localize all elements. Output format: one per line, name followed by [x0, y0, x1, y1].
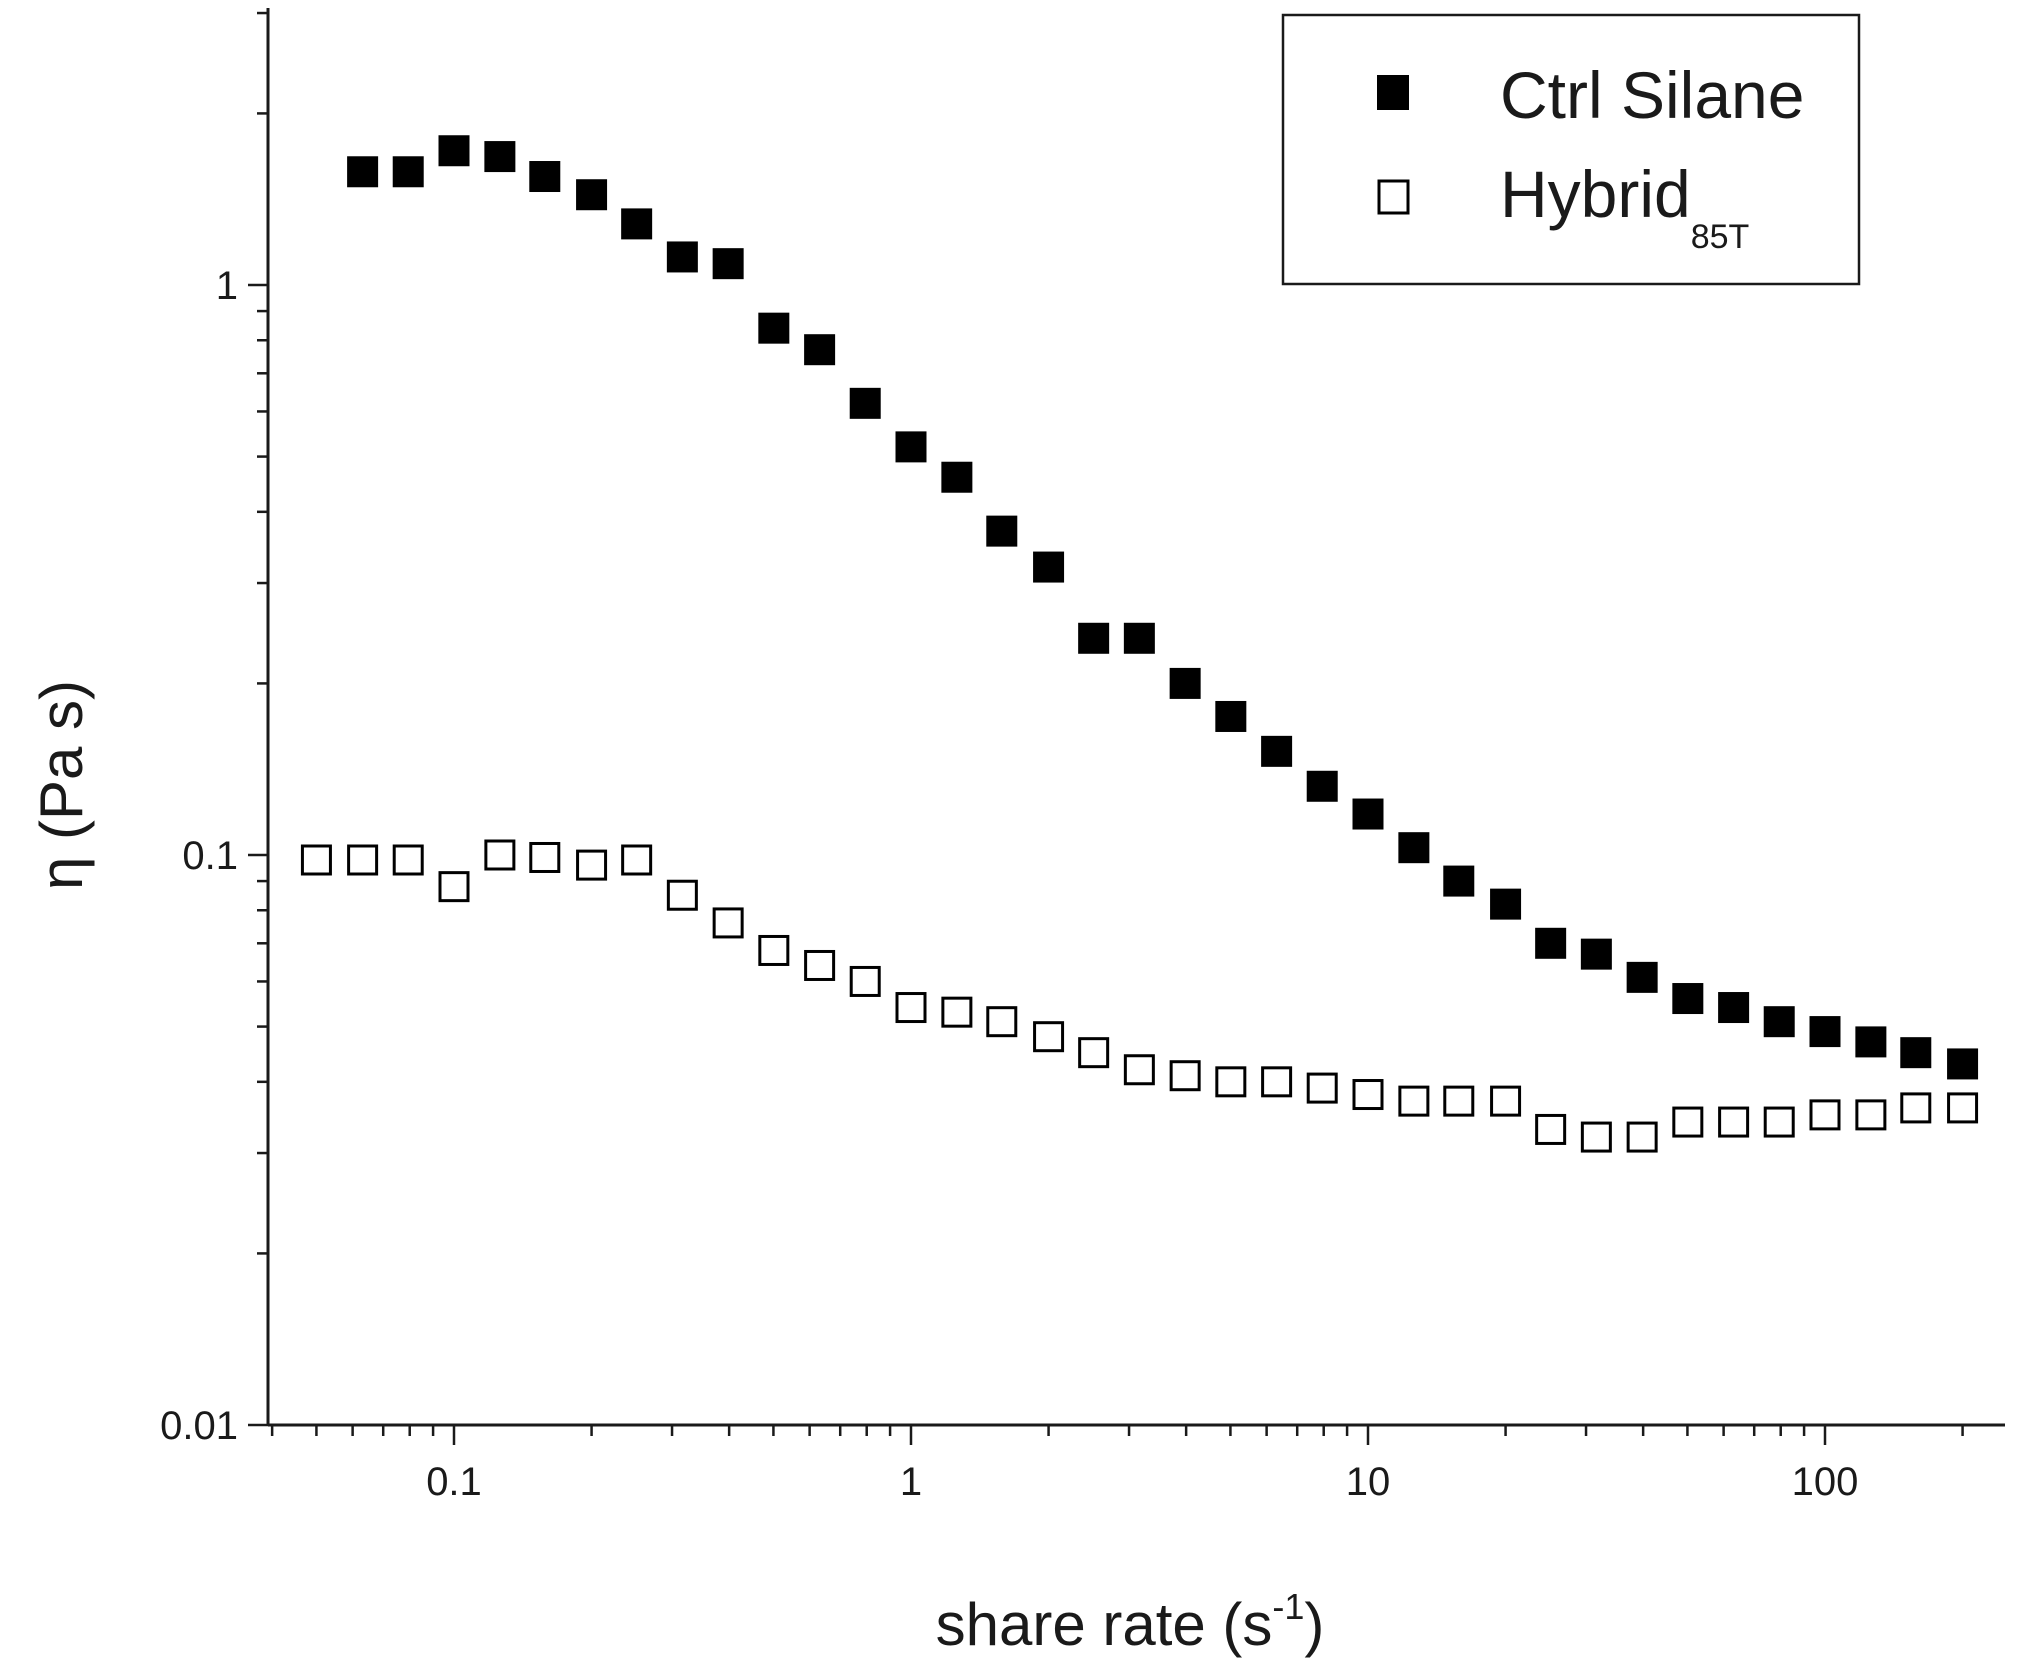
hybrid-85t-point	[621, 844, 653, 876]
ctrl-silane-point	[1123, 622, 1155, 654]
ctrl-silane-point	[347, 156, 379, 188]
legend-marker-hybrid	[1377, 179, 1410, 215]
ctrl-silane-point	[666, 241, 698, 273]
ctrl-silane-point	[804, 334, 836, 366]
ctrl-silane-point	[621, 208, 653, 240]
hybrid-85t-point	[576, 849, 608, 881]
hybrid-85t-point	[1900, 1092, 1932, 1124]
ctrl-silane-point	[758, 312, 790, 344]
hybrid-85t-point	[1352, 1079, 1384, 1111]
hybrid-85t-point	[484, 839, 516, 871]
y-tick-label: 1	[216, 264, 238, 308]
x-tick-label: 0.1	[426, 1460, 482, 1504]
hybrid-85t-point	[300, 844, 332, 876]
hybrid-85t-point	[1490, 1085, 1522, 1117]
x-tick-label: 100	[1792, 1460, 1859, 1504]
ctrl-silane-point	[1535, 927, 1567, 959]
hybrid-85t-point	[986, 1006, 1018, 1038]
hybrid-85t-point	[1855, 1099, 1887, 1131]
hybrid-85t-point	[1535, 1113, 1567, 1145]
ctrl-silane-point	[438, 135, 470, 167]
x-tick-label: 10	[1346, 1460, 1391, 1504]
ctrl-silane-point	[1078, 622, 1110, 654]
ctrl-silane-point	[849, 387, 881, 419]
hybrid-85t-point	[895, 992, 927, 1024]
ctrl-silane-point	[1947, 1048, 1979, 1080]
hybrid-85t-point	[1626, 1121, 1658, 1153]
ctrl-silane-point	[576, 179, 608, 211]
hybrid-85t-point	[1672, 1106, 1704, 1138]
ctrl-silane-point	[1580, 938, 1612, 970]
hybrid-85t-point	[438, 871, 470, 903]
ctrl-silane-point	[712, 248, 744, 280]
ctrl-silane-point	[1763, 1006, 1795, 1038]
hybrid-85t-point	[1261, 1066, 1293, 1098]
hybrid-85t-point	[1169, 1060, 1201, 1092]
y-tick-label: 0.01	[160, 1404, 238, 1448]
hybrid-85t-point	[1078, 1037, 1110, 1069]
ctrl-silane-point	[1261, 735, 1293, 767]
x-ticks: 0.1 1 10 100	[270, 1425, 1964, 1504]
hybrid-85t-point	[758, 934, 790, 966]
ctrl-silane-point	[1855, 1026, 1887, 1058]
ctrl-silane-point	[1398, 832, 1430, 864]
hybrid-85t-point	[1033, 1021, 1065, 1053]
hybrid-85t-point	[1947, 1092, 1979, 1124]
hybrid-85t-point	[1123, 1054, 1155, 1086]
ctrl-silane-point	[1809, 1016, 1841, 1048]
ctrl-silane-point	[1215, 700, 1247, 732]
hybrid-85t-point	[1398, 1085, 1430, 1117]
hybrid-85t-point	[392, 844, 424, 876]
hybrid-85t-point	[1718, 1106, 1750, 1138]
hybrid-85t-point	[347, 844, 379, 876]
hybrid-85t-point	[941, 996, 973, 1028]
hybrid-85t-point	[1215, 1066, 1247, 1098]
hybrid-85t-point	[1580, 1121, 1612, 1153]
legend-label-hybrid: Hybrid85T	[1500, 157, 1749, 256]
ctrl-silane-point	[392, 156, 424, 188]
legend: Ctrl Silane Hybrid85T	[1281, 13, 1861, 286]
y-tick-label: 0.1	[182, 834, 238, 878]
ctrl-silane-point	[941, 461, 973, 493]
ctrl-silane-point	[986, 515, 1018, 547]
ctrl-silane-point	[1718, 992, 1750, 1024]
data-markers	[300, 135, 1979, 1153]
hybrid-85t-point	[712, 907, 744, 939]
hybrid-85t-point	[1443, 1085, 1475, 1117]
hybrid-85t-point	[849, 965, 881, 997]
hybrid-85t-point	[529, 841, 561, 873]
x-axis-title: share rate (s-1)	[936, 1586, 1325, 1658]
hybrid-85t-point	[1809, 1099, 1841, 1131]
hybrid-85t-point	[1306, 1072, 1338, 1104]
y-axis-title: η (Pa s)	[28, 680, 95, 890]
ctrl-silane-point	[1490, 888, 1522, 920]
hybrid-85t-point	[666, 879, 698, 911]
y-ticks: 0.01 0.1 1	[160, 11, 268, 1448]
ctrl-silane-point	[1169, 667, 1201, 699]
hybrid-85t-point	[1763, 1106, 1795, 1138]
ctrl-silane-point	[1033, 551, 1065, 583]
legend-marker-ctrl-silane	[1377, 75, 1409, 110]
ctrl-silane-point	[895, 431, 927, 463]
legend-label-ctrl-silane: Ctrl Silane	[1500, 58, 1804, 132]
ctrl-silane-point	[1626, 961, 1658, 993]
hybrid-85t-point	[804, 949, 836, 981]
legend-box	[1281, 13, 1861, 286]
x-tick-label: 1	[900, 1460, 922, 1504]
ctrl-silane-point	[1443, 865, 1475, 897]
ctrl-silane-point	[484, 141, 516, 173]
ctrl-silane-point	[1352, 798, 1384, 830]
ctrl-silane-point	[1900, 1037, 1932, 1069]
ctrl-silane-point	[1306, 770, 1338, 802]
ctrl-silane-point	[1672, 983, 1704, 1015]
ctrl-silane-point	[529, 161, 561, 193]
